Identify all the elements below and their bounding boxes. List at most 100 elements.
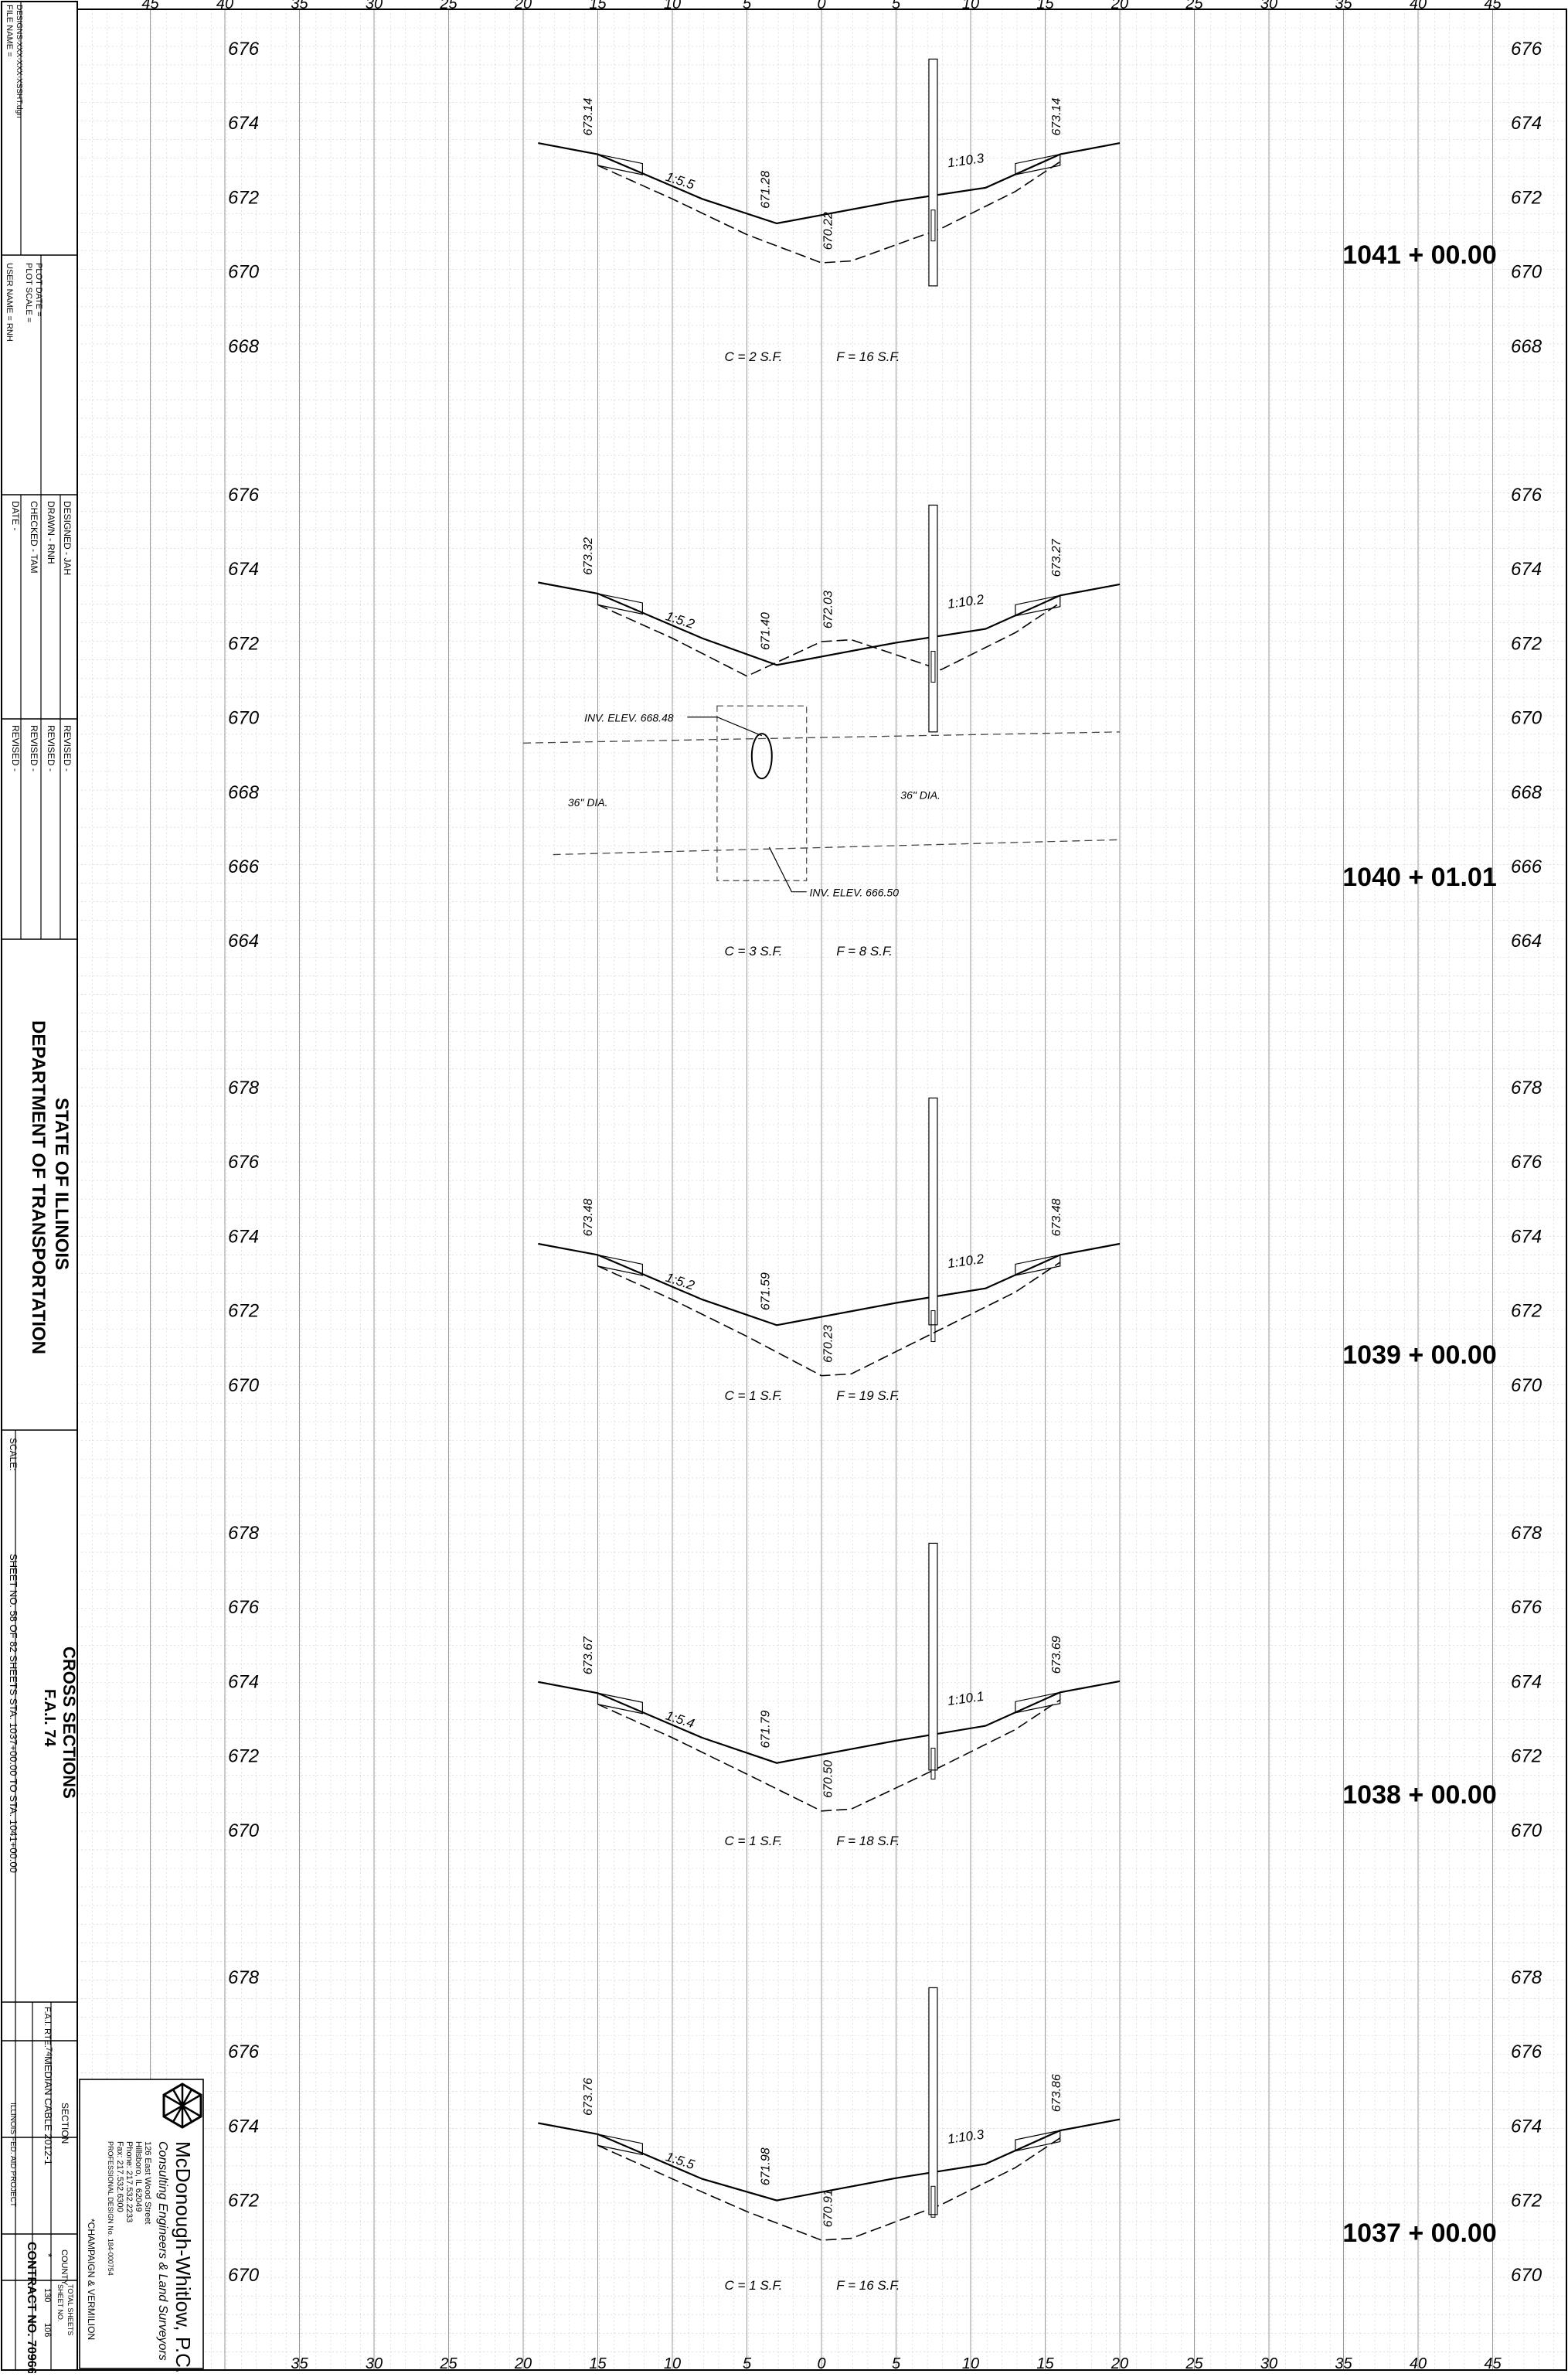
elevation-annotation: 670.50 [822,1760,835,1798]
axis-tick-label: 35 [1335,2355,1352,2372]
axis-tick-label: 40 [1410,2355,1427,2372]
elevation-label-right: 666 [1511,856,1542,877]
elevation-label: 672 [228,1301,259,1322]
elevation-label-right: 674 [1511,1226,1542,1247]
elevation-label-right: 676 [1511,1152,1542,1173]
elevation-annotation: 673.14 [1050,97,1063,135]
elevation-label-right: 678 [1511,1523,1542,1544]
cut-volume: C = 1 S.F. [725,1388,783,1403]
shoulder-left [597,2134,643,2156]
elevation-annotation: 673.48 [582,1198,595,1236]
axis-top: 45 40 35 30 25 20 15 10 5 0 5 10 15 20 25 30 35 40 45 [141,0,1502,12]
title-block-frame [1,1,78,2371]
cut-volume: C = 2 S.F. [725,349,783,364]
elevation-label: 676 [228,1597,260,1618]
axis-tick-label: 30 [366,0,383,12]
elevation-annotation: 673.76 [582,2078,595,2116]
axis-tick-label: 45 [141,0,159,12]
elevation-label-right: 678 [1511,1078,1542,1098]
cable-post-socket [930,650,936,683]
axis-tick-label: 45 [1484,2355,1502,2372]
title-block-text: DESIGNS-XXX-XXX-XSSHT.dgn [15,5,23,118]
elevation-label: 674 [228,113,259,134]
title-block-text: SHEET NO. [56,2284,64,2321]
axis-tick-label: 15 [589,0,607,12]
elevation-label: 666 [228,856,260,877]
title-block-text: 74 [44,2047,53,2056]
culvert-headwall [716,705,808,881]
title-block-text: TOTAL SHEETS [66,2284,74,2335]
inv-elev-lower: INV. ELEV. 666.50 [810,887,900,899]
elevation-label-right: 668 [1511,782,1542,803]
title-block-text: CHECKED - TAM [29,501,39,574]
axis-tick-label: 25 [1185,2355,1203,2372]
shoulder-right [1015,594,1061,617]
title-block-text: SHEET NO. 58 OF 82 SHEETS STA. 1037+00.0… [8,1554,19,1873]
elevation-label-right: 670 [1511,708,1542,729]
title-block-text: CROSS SECTIONS [60,1647,79,1799]
elevation-label: 668 [228,782,260,803]
title-block-text: F.A.I. 74 [41,1689,58,1747]
title-block-text: DEPARTMENT OF TRANSPORTATION [28,1020,49,1354]
proposed-ditch-line [597,2137,1061,2241]
elevation-annotation: 673.27 [1050,538,1063,577]
elevation-label-right: 668 [1511,336,1542,357]
elevation-label: 674 [228,2116,259,2137]
title-block-text: 106 [43,2323,52,2337]
title-block-text: REVISED - [62,725,73,771]
axis-tick-label: 25 [439,2355,457,2372]
elevation-annotation: 672.03 [822,591,835,628]
axis-tick-label: 25 [1185,0,1203,12]
elevation-label-right: 672 [1511,633,1542,654]
cable-post-socket [930,209,936,242]
elevation-label: 670 [228,708,260,729]
shoulder-left [597,153,643,175]
existing-ground-line [538,581,1121,666]
cable-post [928,58,938,287]
cable-post [928,1542,938,1771]
title-block-text: ILLINOIS FED. AID PROJECT [9,2103,17,2207]
elevation-label-right: 676 [1511,485,1542,506]
elevation-label: 672 [228,633,259,654]
elevation-label: 670 [228,1820,260,1841]
axis-tick-label: 45 [1484,0,1502,12]
axis-tick-label: 0 [817,2355,825,2372]
axis-tick-label: 30 [1260,2355,1277,2372]
axis-tick-label: 40 [1410,0,1427,12]
axis-tick-label: 0 [817,0,825,12]
cut-volume: C = 1 S.F. [725,1834,783,1848]
elevation-annotation: 673.48 [1050,1198,1063,1236]
station-label: 1040 + 01.01 [1342,863,1496,892]
title-block-text: STATE OF ILLINOIS [51,1098,72,1270]
fill-volume: F = 16 S.F. [836,2278,900,2293]
fill-volume: F = 16 S.F. [836,349,900,364]
elevation-annotation: 673.14 [582,97,595,135]
title-block: FILE NAME = DESIGNS-XXX-XXX-XSSHT.dgn PLOT… [1,1,204,2375]
axis-tick-label: 30 [366,2355,383,2372]
elevation-label-right: 670 [1511,1375,1542,1396]
elevation-label: 672 [228,2191,259,2212]
title-block-text: PLOT SCALE = [24,263,33,322]
elevation-label: 664 [228,931,259,952]
title-block-text: REVISED - [29,725,39,771]
cable-post [928,1097,938,1326]
fill-volume: F = 19 S.F. [836,1388,900,1403]
elevation-label: 674 [228,559,259,580]
firm-phone: Phone: 217.532.2233 [124,2141,134,2222]
culvert-detail: INV. ELEV. 668.48 INV. ELEV. 666.50 36" DI… [522,705,1121,899]
major-grid [150,9,1493,2370]
existing-ground-line [538,2118,1121,2202]
elevation-label-right: 664 [1511,931,1542,952]
elevation-label: 670 [228,2265,260,2286]
elevation-label: 676 [228,1152,260,1173]
fill-volume: F = 18 S.F. [836,1834,900,1848]
axis-tick-label: 10 [962,2355,979,2372]
axis-tick-label: 35 [1335,0,1352,12]
firm-logo [162,2082,202,2129]
existing-ground-line [538,1242,1121,1326]
elevation-label-right: 672 [1511,2191,1542,2212]
axis-tick-label: 5 [743,0,752,12]
cable-post-socket [930,1310,936,1343]
cut-volume: C = 1 S.F. [725,2278,783,2293]
